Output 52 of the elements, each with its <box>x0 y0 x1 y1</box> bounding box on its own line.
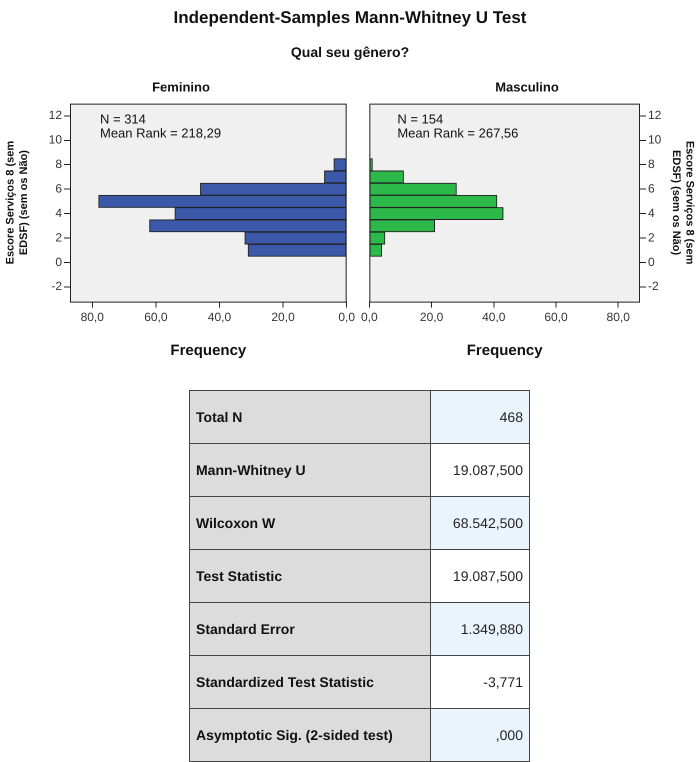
text: 1.349,880 <box>460 621 523 637</box>
x-tick-label: 20,0 <box>271 310 296 324</box>
annotation: N = 314 <box>100 112 146 127</box>
text: 68.542,500 <box>452 515 523 531</box>
annotation: Mean Rank = 218,29 <box>100 126 222 141</box>
annotation: N = 154 <box>397 112 444 127</box>
y-tick-label: 2 <box>55 230 62 244</box>
chart-title: Feminino <box>152 79 210 94</box>
y-tick-label: 8 <box>55 157 62 172</box>
y-tick-label: 6 <box>55 181 62 196</box>
text: -3,771 <box>483 674 523 690</box>
y-tick-label: 0 <box>648 254 655 269</box>
category-label: Wilcoxon W <box>196 515 276 531</box>
x-tick-label: 60,0 <box>144 310 168 324</box>
y-tick-label: 6 <box>648 181 655 196</box>
y-tick-label: 8 <box>648 157 655 172</box>
y-tick-label: 4 <box>648 206 655 220</box>
category-label: Mann-Whitney U <box>196 462 306 478</box>
y-axis-title: Escore Serviços 8 (sem EDSF) (sem os Não) <box>670 140 696 265</box>
x-tick-label: 80,0 <box>606 310 630 324</box>
x-tick-label: 60,0 <box>544 310 568 324</box>
y-axis-title: Escore Serviços 8 (sem EDSF) (sem os Não) <box>4 140 30 264</box>
x-tick-label: 40,0 <box>482 310 506 324</box>
y-tick-label: 12 <box>648 108 662 122</box>
category-label: Total N <box>196 409 242 425</box>
y-tick-label: 0 <box>55 254 62 269</box>
y-tick-label: 2 <box>648 230 655 244</box>
text: Independent-Samples Mann-Whitney U Test <box>172 8 528 28</box>
text: ,000 <box>496 727 523 743</box>
chart-title: Masculino <box>495 79 559 94</box>
text: 19.087,500 <box>452 462 523 478</box>
y-tick-label: 12 <box>48 108 62 122</box>
y-tick-label: 4 <box>55 206 62 220</box>
y-tick-label: 10 <box>48 132 62 147</box>
y-tick-label: -2 <box>51 279 62 294</box>
x-tick-label: 40,0 <box>208 310 232 324</box>
x-axis-title: Frequency <box>170 342 247 360</box>
x-tick-label: 20,0 <box>420 310 444 324</box>
annotation: Mean Rank = 267,56 <box>397 126 518 141</box>
x-tick-label: 0,0 <box>360 310 378 324</box>
x-tick-label: 0,0 <box>338 310 356 324</box>
text: 19.087,500 <box>452 568 523 584</box>
text: 468 <box>500 409 523 425</box>
y-tick-label: 10 <box>648 132 662 147</box>
text: Qual seu gênero? <box>290 44 410 60</box>
category-label: Standardized Test Statistic <box>196 674 374 690</box>
x-axis-title: Frequency <box>466 342 544 360</box>
category-label: Standard Error <box>196 621 295 637</box>
category-label: Test Statistic <box>196 568 282 584</box>
y-tick-label: -2 <box>648 279 659 294</box>
x-tick-label: 80,0 <box>80 310 104 324</box>
category-label: Asymptotic Sig. (2-sided test) <box>196 727 393 743</box>
